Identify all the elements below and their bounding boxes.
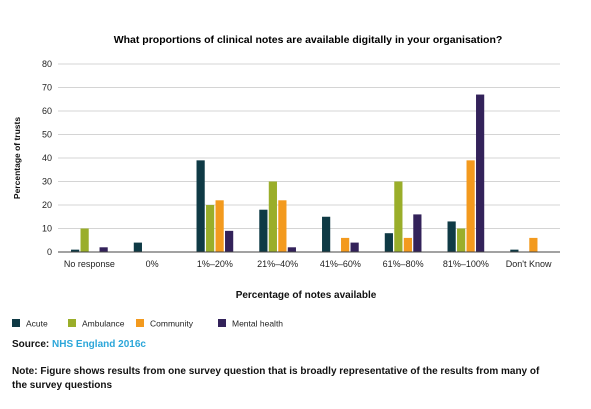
x-tick-label: Don't Know xyxy=(506,259,552,269)
x-tick-label: 81%–100% xyxy=(443,259,489,269)
legend-label: Ambulance xyxy=(82,319,125,329)
bar-community xyxy=(215,200,224,252)
legend-label: Mental health xyxy=(232,319,283,329)
bar-mental-health xyxy=(476,94,485,252)
x-tick-label: 61%–80% xyxy=(383,259,424,269)
bar-mental-health xyxy=(350,242,359,252)
y-tick-label: 40 xyxy=(42,153,52,163)
bar-mental-health xyxy=(413,214,422,252)
x-tick-label: 0% xyxy=(146,259,159,269)
source-link[interactable]: NHS England 2016c xyxy=(52,339,146,350)
y-tick-labels: 0 10 20 30 40 50 60 70 80 xyxy=(42,59,52,257)
bar-mental-health xyxy=(287,247,296,252)
bar-ambulance xyxy=(80,228,89,252)
bar-acute xyxy=(259,209,268,252)
x-tick-labels: No response 0% 1%–20% 21%–40% 41%–60% 61%–80%… xyxy=(64,259,552,269)
bar-acute xyxy=(196,160,205,252)
legend-swatch xyxy=(136,319,144,327)
y-tick-label: 0 xyxy=(47,247,52,257)
bar-ambulance xyxy=(268,181,277,252)
bar-mental-health xyxy=(99,247,108,252)
gridlines xyxy=(58,63,560,229)
bar-ambulance xyxy=(394,181,403,252)
x-tick-label: 1%–20% xyxy=(197,259,233,269)
legend-label: Community xyxy=(150,319,194,329)
source-label: Source: xyxy=(12,339,50,350)
bar-acute xyxy=(71,249,80,252)
y-axis-title: Percentage of trusts xyxy=(12,117,22,199)
y-tick-label: 50 xyxy=(42,130,52,140)
y-tick-label: 30 xyxy=(42,177,52,187)
legend-swatch xyxy=(218,319,226,327)
bar-acute xyxy=(133,242,142,252)
bar-ambulance xyxy=(206,205,215,252)
y-tick-label: 60 xyxy=(42,106,52,116)
bar-community xyxy=(278,200,287,252)
legend-swatch xyxy=(68,319,76,327)
bar-acute xyxy=(322,216,331,252)
bar-community xyxy=(403,237,412,252)
bar-community xyxy=(529,237,538,252)
chart-title: What proportions of clinical notes are a… xyxy=(114,34,503,46)
bar-acute xyxy=(384,233,393,252)
bars xyxy=(71,94,538,252)
x-tick-label: 21%–40% xyxy=(257,259,298,269)
legend-swatch xyxy=(12,319,20,327)
y-tick-label: 80 xyxy=(42,59,52,69)
y-tick-label: 20 xyxy=(42,200,52,210)
bar-mental-health xyxy=(225,230,234,252)
x-axis-title: Percentage of notes available xyxy=(236,290,377,301)
legend-label: Acute xyxy=(26,319,48,329)
legend: Acute Ambulance Community Mental health xyxy=(12,319,283,329)
bar-chart: What proportions of clinical notes are a… xyxy=(12,34,560,329)
chart-note: Note: Figure shows results from one surv… xyxy=(12,366,540,391)
y-tick-label: 10 xyxy=(42,224,52,234)
x-tick-label: No response xyxy=(64,259,115,269)
x-tick-label: 41%–60% xyxy=(320,259,361,269)
source-line: Source: NHS England 2016c xyxy=(12,339,146,350)
bar-acute xyxy=(447,221,456,252)
y-tick-label: 70 xyxy=(42,83,52,93)
bar-acute xyxy=(510,249,519,252)
bar-community xyxy=(341,237,350,252)
bar-ambulance xyxy=(457,228,466,252)
bar-community xyxy=(466,160,475,252)
